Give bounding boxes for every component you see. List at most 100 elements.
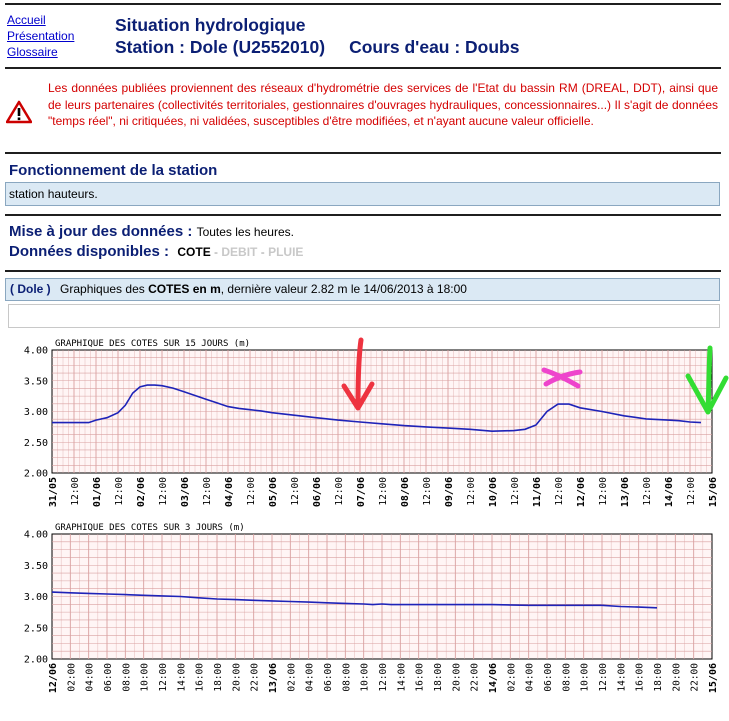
x-tick-label: 16:00 (195, 663, 206, 692)
graph-header-text2: , dernière valeur 2.82 m le 14/06/2013 à… (220, 282, 467, 296)
y-tick-label: 4.00 (24, 530, 48, 541)
y-tick-label: 2.00 (24, 469, 48, 480)
x-tick-label: 12:00 (686, 477, 697, 506)
x-tick-label: 07/06 (356, 477, 367, 507)
green-arrow-annotation (685, 345, 729, 415)
fonctionnement-heading: Fonctionnement de la station (9, 162, 218, 179)
x-tick-label: 12:00 (422, 477, 433, 506)
red-arrow-annotation (341, 337, 375, 411)
graph-header-bold: COTES en m (148, 282, 221, 296)
x-tick-label: 12:00 (598, 663, 609, 692)
chart-3-days: 12/06 02:00 04:00 06:00 08:00 10:00 12:00 14:00… (24, 523, 719, 694)
disclaimer-rule (5, 152, 721, 154)
top-rule (5, 3, 721, 5)
data-pluie-link: PLUIE (268, 245, 304, 259)
y-tick-label: 3.50 (24, 376, 48, 387)
data-sep-2: - (257, 245, 269, 259)
x-tick-label: 14/06 (488, 663, 499, 693)
x-tick-label: 02:00 (506, 663, 517, 692)
x-tick-label: 12/06 (576, 477, 587, 507)
disclaimer-text: Les données publiées proviennent des rés… (48, 81, 718, 128)
x-tick-label: 12:00 (70, 477, 81, 506)
x-tick-label: 14:00 (616, 663, 627, 692)
x-tick-label: 02:00 (286, 663, 297, 692)
y-tick-label: 3.00 (24, 407, 48, 418)
fonctionnement-value: station hauteurs. (9, 187, 98, 201)
x-tick-label: 06:00 (543, 663, 554, 692)
x-tick-label: 20:00 (671, 663, 682, 692)
x-tick-label: 12:00 (158, 663, 169, 692)
x-tick-label: 12:00 (554, 477, 565, 506)
x-tick-label: 16:00 (635, 663, 646, 692)
nav-links: Accueil Présentation Glossaire (7, 12, 74, 60)
nav-presentation-link[interactable]: Présentation (7, 29, 75, 43)
x-tick-label: 22:00 (250, 663, 261, 692)
x-tick-label: 04/06 (224, 477, 235, 507)
chart-15-title: GRAPHIQUE DES COTES SUR 15 JOURS (m) (55, 339, 250, 349)
x-tick-label: 06/06 (312, 477, 323, 507)
x-tick-label: 12:00 (202, 477, 213, 506)
nav-home-link[interactable]: Accueil (7, 13, 46, 27)
chart-3-grid (51, 533, 713, 660)
x-tick-label: 31/05 (48, 477, 59, 507)
x-tick-label: 01/06 (92, 477, 103, 507)
x-tick-label: 04:00 (85, 663, 96, 692)
page-title-main: Situation hydrologique (115, 15, 306, 35)
chart-15-ticks: 31/05 12:00 01/06 12:00 02/06 12:00 03/06 12:00… (24, 346, 719, 508)
x-tick-label: 12:00 (334, 477, 345, 506)
x-tick-label: 02:00 (66, 663, 77, 692)
update-value: Toutes les heures. (196, 225, 294, 239)
x-tick-label: 02/06 (136, 477, 147, 507)
x-tick-label: 18:00 (653, 663, 664, 692)
x-tick-label: 12:00 (290, 477, 301, 506)
x-tick-label: 05/06 (268, 477, 279, 507)
warning-icon (6, 100, 32, 124)
x-tick-label: 12:00 (246, 477, 257, 506)
graph-header-box: ( Dole ) Graphiques des COTES en m, dern… (5, 278, 720, 301)
x-tick-label: 10:00 (360, 663, 371, 692)
update-label: Mise à jour des données : (9, 223, 193, 240)
x-tick-label: 12:00 (114, 477, 125, 506)
available-data-label: Données disponibles : (9, 243, 170, 260)
graph-header-text1: Graphiques des (60, 282, 149, 296)
x-tick-label: 04:00 (525, 663, 536, 692)
update-row: Mise à jour des données : Toutes les heu… (9, 222, 303, 242)
chart-3-title: GRAPHIQUE DES COTES SUR 3 JOURS (m) (55, 523, 245, 533)
chart-3-ticks: 12/06 02:00 04:00 06:00 08:00 10:00 12:00 14:00… (24, 530, 719, 694)
x-tick-label: 06:00 (323, 663, 334, 692)
x-tick-label: 22:00 (470, 663, 481, 692)
pink-x-annotation (541, 367, 583, 389)
x-tick-label: 09/06 (444, 477, 455, 507)
x-tick-label: 12:00 (378, 477, 389, 506)
nav-glossary-link[interactable]: Glossaire (7, 45, 58, 59)
x-tick-label: 08:00 (341, 663, 352, 692)
x-tick-label: 11/06 (532, 477, 543, 507)
x-tick-label: 08:00 (121, 663, 132, 692)
available-data-row: Données disponibles : COTE - DEBIT - PLU… (9, 242, 303, 262)
x-tick-label: 22:00 (690, 663, 701, 692)
data-rule (5, 270, 721, 272)
x-tick-label: 10:00 (580, 663, 591, 692)
series-line (52, 384, 702, 433)
x-tick-label: 12:00 (642, 477, 653, 506)
x-tick-label: 14:00 (176, 663, 187, 692)
x-tick-label: 15/06 (708, 477, 719, 507)
x-tick-label: 12:00 (510, 477, 521, 506)
chart-15-grid (51, 349, 713, 474)
page-title: Situation hydrologique Station : Dole (U… (115, 14, 519, 58)
x-tick-label: 12:00 (158, 477, 169, 506)
chart-15-days: 31/05 12:00 01/06 12:00 02/06 12:00 03/06 12:00… (24, 337, 729, 508)
y-tick-label: 3.00 (24, 592, 48, 603)
x-tick-label: 15/06 (708, 663, 719, 693)
x-tick-label: 12:00 (598, 477, 609, 506)
data-debit-link: DEBIT (221, 245, 258, 259)
chart-15-series (52, 384, 702, 433)
x-tick-label: 12:00 (378, 663, 389, 692)
data-sep-1: - (210, 245, 222, 259)
x-tick-label: 20:00 (231, 663, 242, 692)
data-cote-link[interactable]: COTE (177, 245, 211, 259)
x-tick-label: 16:00 (415, 663, 426, 692)
page-title-station-line: Station : Dole (U2552010) Cours d'eau : D… (115, 36, 519, 58)
y-tick-label: 4.00 (24, 346, 48, 357)
y-tick-label: 2.00 (24, 655, 48, 666)
